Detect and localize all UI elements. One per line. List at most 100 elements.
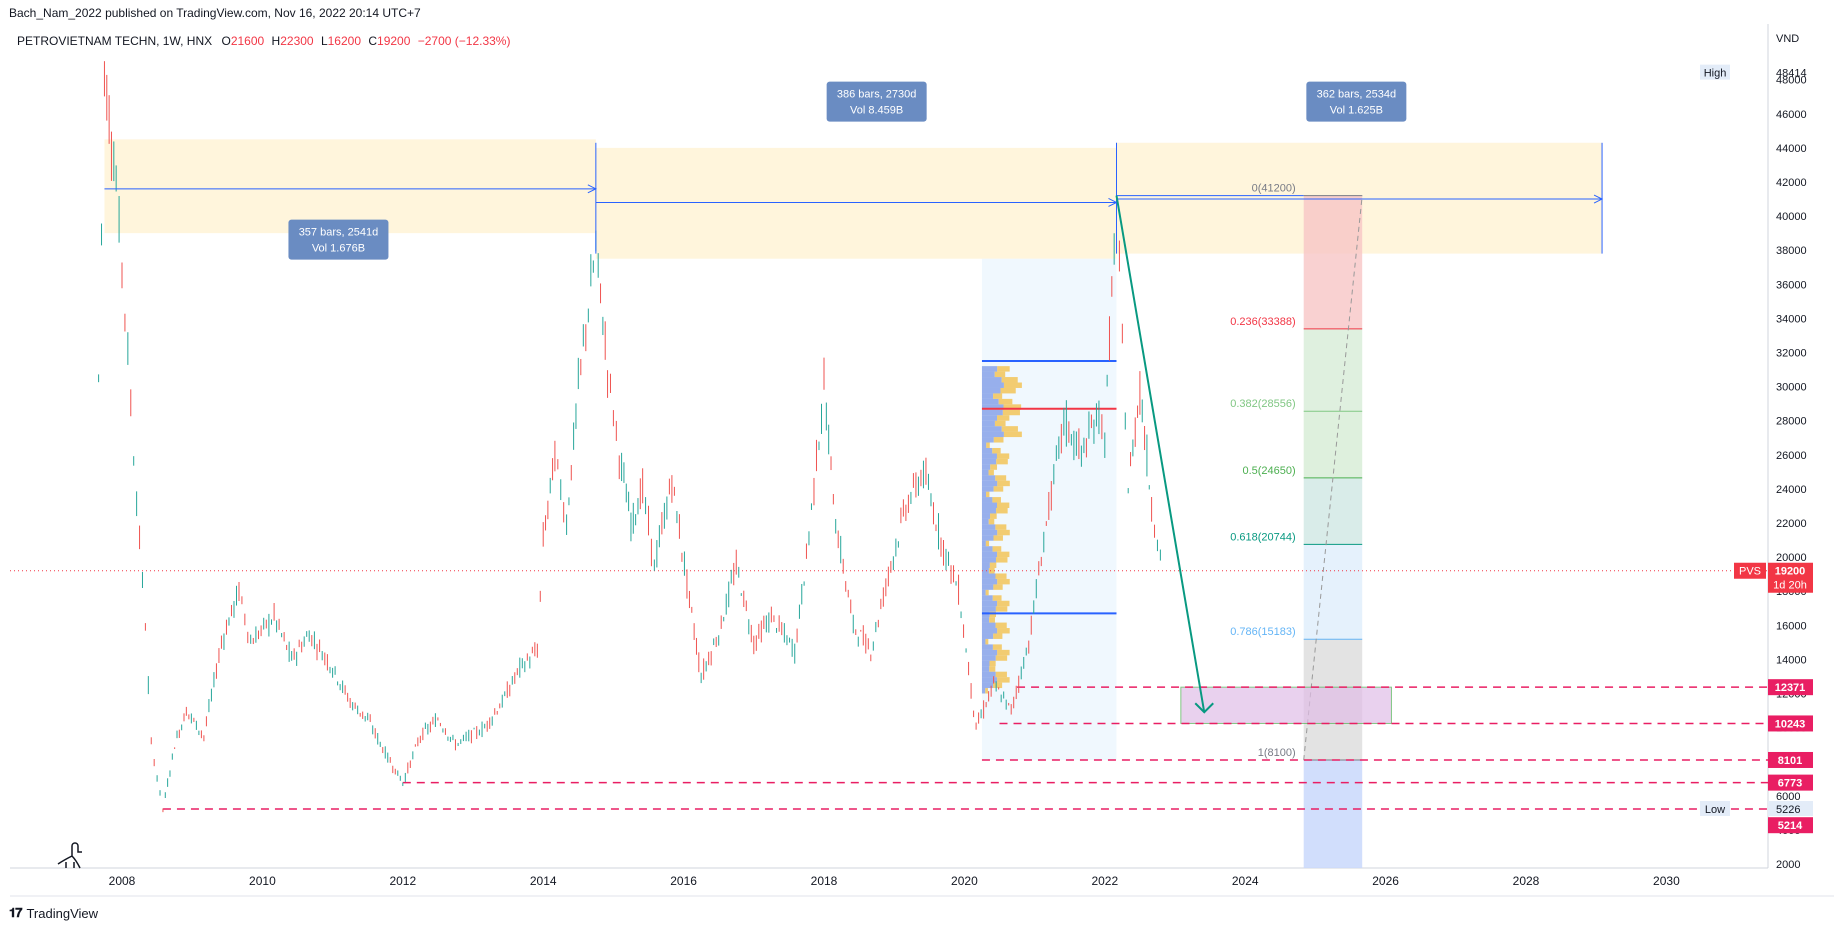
volume-profile-bar bbox=[985, 638, 989, 645]
y-tick-label: 20000 bbox=[1776, 552, 1807, 564]
volume-profile-bar bbox=[992, 644, 1002, 650]
volume-profile-bar bbox=[990, 464, 998, 470]
volume-profile-bar bbox=[995, 655, 1008, 661]
volume-profile-bar bbox=[981, 377, 1002, 383]
volume-profile-bar bbox=[981, 491, 987, 498]
x-tick-label: 2022 bbox=[1091, 874, 1118, 888]
y-axis-currency: VND bbox=[1776, 33, 1799, 45]
volume-profile-bar bbox=[981, 562, 990, 569]
volume-profile-bar bbox=[981, 688, 986, 694]
measure-info-box bbox=[826, 81, 927, 122]
volume-profile-bar bbox=[993, 682, 1003, 689]
publish-info: Bach_Nam_2022 published on TradingView.c… bbox=[9, 6, 421, 20]
x-tick-label: 2030 bbox=[1653, 874, 1680, 888]
measure-info-text: 362 bars, 2534d bbox=[1317, 89, 1397, 101]
volume-profile-bar bbox=[981, 437, 994, 443]
volume-profile-bar bbox=[981, 398, 999, 405]
volume-profile-bar bbox=[997, 628, 1010, 634]
volume-profile-bar bbox=[997, 366, 1010, 372]
x-tick-label: 2020 bbox=[951, 874, 978, 888]
volume-profile-bar bbox=[981, 535, 994, 541]
close-label: C bbox=[368, 34, 378, 48]
volume-profile-bar bbox=[997, 600, 1010, 607]
symbol-name[interactable]: PETROVIETNAM TECHN, 1W, HNX bbox=[17, 34, 213, 48]
volume-profile-bar bbox=[981, 644, 993, 650]
volume-profile-bar bbox=[981, 387, 1001, 394]
volume-profile-bar bbox=[981, 447, 993, 454]
low-value-bg bbox=[1768, 800, 1813, 816]
volume-profile-bar bbox=[981, 404, 1004, 410]
volume-profile-bar bbox=[995, 606, 1008, 612]
volume-profile-bar bbox=[981, 649, 998, 656]
volume-profile-bar bbox=[981, 366, 998, 372]
volume-profile-bar bbox=[981, 578, 998, 585]
fib-zone bbox=[1303, 544, 1363, 640]
y-tick-label: 6000 bbox=[1776, 791, 1800, 803]
y-tick-label: 32000 bbox=[1776, 348, 1807, 360]
volume-profile-bar bbox=[992, 595, 1002, 601]
volume-profile-bar bbox=[997, 502, 1010, 508]
volume-profile-bar bbox=[981, 371, 995, 378]
volume-profile-bar bbox=[993, 584, 1003, 590]
volume-profile-bar bbox=[993, 393, 1003, 399]
volume-profile-bar bbox=[981, 595, 993, 601]
y-tick-label: 24000 bbox=[1776, 484, 1807, 496]
volume-profile-bar bbox=[988, 518, 995, 525]
volume-profile-bar bbox=[981, 600, 998, 607]
volume-profile-bar bbox=[1003, 382, 1022, 388]
y-tick-label: 40000 bbox=[1776, 211, 1807, 223]
volume-profile-bar bbox=[1001, 377, 1018, 383]
fib-zone bbox=[1303, 411, 1363, 478]
measure-info-text: Vol 1.625B bbox=[1330, 105, 1383, 117]
open-label: O bbox=[221, 34, 231, 48]
volume-profile-bar bbox=[981, 677, 998, 683]
measure-info-box bbox=[288, 219, 389, 260]
price-level-tag bbox=[1768, 679, 1813, 696]
fib-zone bbox=[1303, 477, 1363, 545]
volume-profile-bar bbox=[997, 649, 1010, 656]
volume-profile-bar bbox=[989, 617, 995, 623]
volume-profile-bar bbox=[995, 671, 1007, 678]
open-value: 21600 bbox=[230, 34, 265, 48]
fib-level-label: 0.618(20744) bbox=[1230, 531, 1295, 543]
price-level-tag-text: 8101 bbox=[1778, 755, 1802, 767]
volume-profile-bar bbox=[995, 557, 1008, 563]
fib-trend-line bbox=[1303, 195, 1363, 761]
volume-profile-bar bbox=[988, 568, 995, 574]
volume-profile-bar bbox=[981, 453, 997, 459]
fib-zone bbox=[1303, 195, 1363, 329]
volume-profile-bar bbox=[981, 420, 995, 427]
volume-profile-bar bbox=[981, 633, 994, 639]
volume-profile-bar bbox=[993, 437, 1004, 443]
fib-level-label: 0.786(15183) bbox=[1230, 626, 1295, 638]
volume-profile-bar bbox=[996, 458, 1008, 465]
volume-profile-bar bbox=[981, 415, 998, 421]
volume-profile-bar bbox=[985, 589, 989, 596]
volume-profile-bar bbox=[985, 688, 988, 694]
y-tick-label: 42000 bbox=[1776, 177, 1807, 189]
measure-info-text: Vol 8.459B bbox=[850, 105, 903, 117]
volume-profile-bar bbox=[992, 497, 1001, 503]
volume-profile-bar bbox=[995, 622, 1007, 629]
low-value: 16200 bbox=[327, 34, 361, 48]
price-level-tag-text: 10243 bbox=[1775, 718, 1806, 730]
fib-zone bbox=[1303, 328, 1363, 412]
measure-info-text: 386 bars, 2730d bbox=[837, 89, 917, 101]
y-tick-label: 46000 bbox=[1776, 109, 1807, 121]
y-tick-label: 38000 bbox=[1776, 245, 1807, 257]
volume-profile-bar bbox=[981, 682, 994, 689]
volume-profile-bar bbox=[1001, 426, 1018, 432]
volume-profile-bar bbox=[981, 638, 986, 645]
volume-profile-bar bbox=[989, 611, 997, 618]
volume-profile-bar bbox=[981, 573, 996, 579]
volume-profile-bar bbox=[981, 671, 996, 678]
volume-profile-bar bbox=[981, 606, 996, 612]
volume-profile-bar bbox=[981, 409, 1003, 416]
volume-profile-bar bbox=[994, 371, 1006, 378]
volume-profile-bar bbox=[981, 617, 990, 623]
volume-profile-bar bbox=[997, 677, 1010, 683]
volume-profile-bar bbox=[990, 513, 997, 519]
volume-profile-bar bbox=[981, 551, 998, 558]
volume-profile-bar bbox=[993, 633, 1003, 639]
